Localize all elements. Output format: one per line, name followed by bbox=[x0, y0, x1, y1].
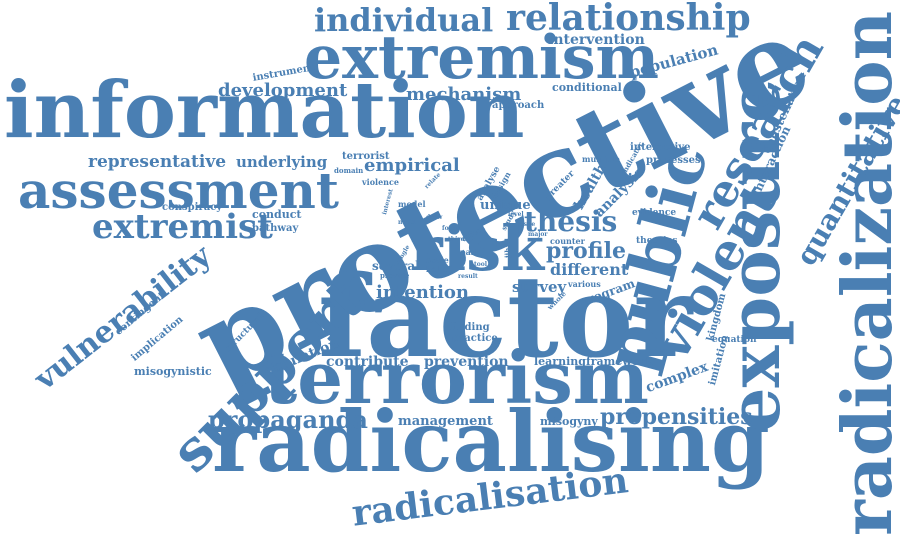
word-radicalising: radicalising bbox=[212, 392, 770, 491]
word-risk: risk bbox=[410, 212, 545, 285]
word-assessment: assessment bbox=[18, 161, 339, 220]
word-domain: domain bbox=[334, 166, 364, 175]
word-scale: scale bbox=[426, 255, 449, 265]
word-development: development bbox=[218, 80, 348, 101]
word-factor: factor bbox=[318, 252, 693, 383]
word-major: major bbox=[528, 231, 548, 238]
word-evidence: evidence bbox=[632, 208, 677, 218]
word-empirical: empirical bbox=[364, 155, 460, 176]
word-propensities: propensities bbox=[600, 404, 753, 430]
word-information: information bbox=[4, 65, 525, 156]
word-focus: focus bbox=[442, 225, 460, 232]
word-equation: equation bbox=[712, 335, 757, 345]
word-prevention: prevention bbox=[424, 354, 509, 370]
word-conditional: conditional bbox=[552, 81, 622, 94]
word-draw: draw bbox=[426, 214, 443, 221]
word-jihad: jihad bbox=[503, 238, 512, 258]
word-provide: provide bbox=[380, 271, 410, 280]
word-extremist: extremist bbox=[92, 207, 273, 247]
word-intervention: intervention bbox=[548, 32, 645, 48]
word-profile: profile bbox=[546, 238, 626, 264]
word-thesis: thesis bbox=[524, 205, 618, 238]
word-belief: belief bbox=[426, 264, 452, 274]
word-novel: novel bbox=[398, 219, 416, 226]
word-interactive: interactive bbox=[630, 142, 691, 153]
word-issue: issue bbox=[518, 221, 536, 228]
word-processes: processes bbox=[646, 155, 701, 166]
word-result: result bbox=[458, 273, 478, 280]
word-management: management bbox=[398, 414, 493, 429]
word-radicalization: radicalization bbox=[828, 10, 900, 536]
word-pathway: pathway bbox=[252, 223, 299, 234]
word-conspiracy: conspiracy bbox=[162, 202, 223, 213]
word-violence: violence bbox=[362, 177, 399, 187]
word-survey: survey bbox=[512, 278, 567, 296]
word-theories: theories bbox=[636, 236, 678, 246]
word-propaganda: propaganda bbox=[208, 405, 368, 434]
word-learning-framework: learningframework bbox=[534, 355, 653, 368]
word-multiple: multiple bbox=[582, 154, 620, 164]
word-relationship: relationship bbox=[506, 0, 751, 39]
word-approach: approach bbox=[492, 100, 545, 111]
word-third: third bbox=[448, 236, 465, 243]
word-misogynistic: misogynistic bbox=[134, 365, 212, 378]
word-model: model bbox=[398, 199, 426, 209]
word-practice: practice bbox=[452, 333, 498, 344]
word-several: several bbox=[372, 259, 420, 273]
word-unique: unique bbox=[480, 198, 531, 213]
word-finding: finding bbox=[450, 322, 490, 333]
word-different: different bbox=[550, 260, 629, 279]
word-underlying: underlying bbox=[236, 153, 328, 171]
word-tool: tool bbox=[474, 261, 488, 268]
word-intention: intention bbox=[376, 282, 470, 303]
word-part: part bbox=[460, 247, 479, 257]
word-mechanism: mechanism bbox=[406, 84, 522, 105]
word-terrorist: terrorist bbox=[342, 151, 390, 162]
word-various: various bbox=[568, 279, 601, 289]
word-individual: individual bbox=[314, 1, 494, 39]
word-representative: representative bbox=[88, 152, 227, 172]
word-extremism: extremism bbox=[304, 23, 659, 93]
word-conduct: conduct bbox=[252, 208, 302, 221]
word-terrorism: terrorism bbox=[264, 335, 649, 420]
word-counter: counter bbox=[550, 236, 585, 246]
word-level: level bbox=[508, 211, 524, 218]
word-misogyny: misogyny bbox=[540, 415, 598, 428]
word-contribute: contribute bbox=[326, 354, 409, 370]
